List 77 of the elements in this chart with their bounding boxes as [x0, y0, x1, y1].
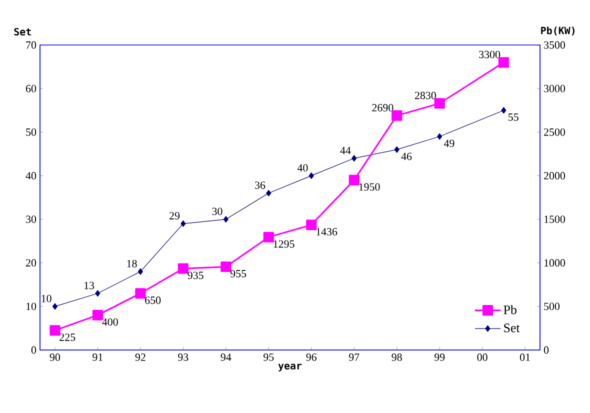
data-label: 1950 — [359, 183, 380, 191]
data-label: 1295 — [274, 240, 294, 248]
x-tick-label: 01 — [520, 354, 530, 361]
y-tick-label: 60 — [26, 84, 36, 92]
y-axis-title: Set — [14, 28, 31, 36]
point — [52, 303, 58, 310]
data-label: 55 — [508, 114, 518, 121]
y-tick-label: 50 — [26, 128, 36, 136]
x-tick-label: 97 — [348, 354, 360, 361]
y-tick-label: 0 — [31, 346, 36, 354]
y2-tick-label: 3500 — [544, 41, 566, 49]
y2-tick-label: 1000 — [544, 259, 566, 267]
data-label: 13 — [84, 282, 94, 290]
data-label: 225 — [60, 334, 76, 341]
data-label: 2690 — [372, 104, 394, 112]
y-tick-label: 10 — [26, 302, 36, 310]
point — [138, 268, 143, 275]
y2-tick-label: 500 — [544, 302, 560, 310]
legend-label: Pb — [504, 305, 516, 314]
point — [95, 290, 100, 297]
data-label: 46 — [401, 152, 412, 160]
data-label: 10 — [42, 294, 52, 302]
data-label: 29 — [170, 212, 180, 220]
x-axis-title: year — [278, 364, 302, 372]
x-tick-label: 92 — [135, 354, 146, 361]
data-label: 935 — [188, 272, 204, 280]
y2-tick-label: 3000 — [544, 84, 566, 92]
point — [394, 146, 400, 153]
point — [498, 57, 509, 68]
point — [92, 310, 103, 320]
y2-axis-title: Pb(KW) — [541, 26, 574, 36]
point — [434, 98, 445, 109]
x-tick-label: 98 — [392, 354, 402, 361]
y2-tick-label: 2000 — [544, 172, 566, 180]
x-tick-label: 94 — [220, 354, 232, 361]
legend-label: Set — [504, 324, 520, 332]
point — [50, 325, 60, 336]
y-tick-label: 30 — [26, 216, 36, 223]
point — [352, 154, 357, 162]
point — [135, 288, 146, 299]
data-label: 49 — [444, 140, 454, 148]
point — [220, 261, 232, 272]
point — [308, 172, 314, 179]
data-label: 650 — [145, 296, 161, 304]
data-label: 30 — [212, 208, 222, 216]
data-label: 400 — [102, 318, 118, 326]
data-label: 36 — [255, 182, 266, 189]
y2-tick-label: 0 — [544, 346, 549, 354]
y-tick-label: 20 — [26, 259, 36, 267]
data-label: 955 — [230, 270, 246, 278]
point — [501, 107, 506, 114]
data-label: 1436 — [316, 228, 338, 236]
x-tick-label: 99 — [434, 354, 445, 361]
point — [392, 110, 402, 121]
point — [306, 220, 317, 230]
data-label: 40 — [297, 164, 308, 172]
y2-tick-label: 1500 — [544, 216, 566, 223]
data-label: 3300 — [479, 50, 500, 58]
point — [180, 220, 186, 227]
data-label: 44 — [340, 146, 351, 154]
x-tick-label: 90 — [50, 354, 60, 361]
point — [266, 190, 272, 196]
point — [348, 174, 360, 186]
point — [263, 232, 274, 242]
point — [437, 133, 442, 140]
x-tick-label: 95 — [264, 354, 274, 361]
x-tick-label: 00 — [477, 354, 488, 361]
x-tick-label: 91 — [92, 354, 103, 361]
y-tick-label: 70 — [26, 41, 36, 49]
y2-tick-label: 2500 — [544, 128, 566, 136]
point — [178, 263, 188, 274]
point — [223, 216, 228, 223]
y-tick-label: 40 — [26, 172, 36, 180]
x-tick-label: 96 — [306, 354, 317, 361]
data-label: 18 — [127, 260, 137, 268]
data-label: 2830 — [414, 92, 436, 100]
x-tick-label: 93 — [178, 354, 188, 361]
